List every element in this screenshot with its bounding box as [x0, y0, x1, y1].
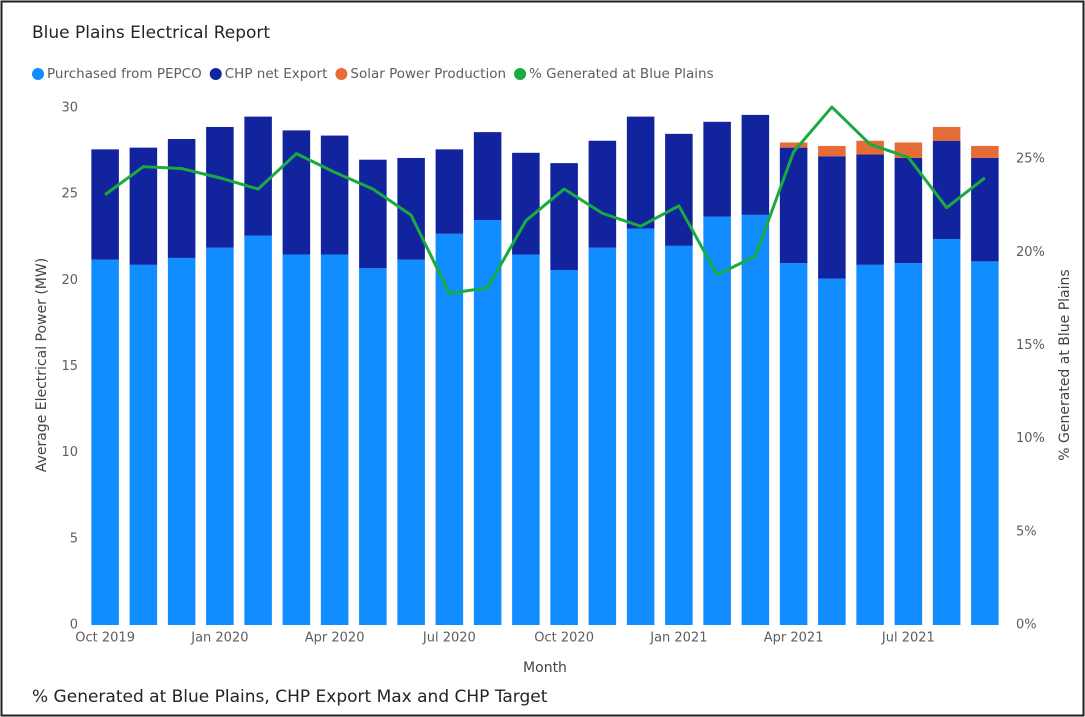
bar-segment — [550, 163, 578, 270]
bar-segment — [91, 149, 119, 260]
bar-segment — [741, 114, 770, 215]
x-tick-label: Oct 2019 — [75, 631, 135, 646]
bar-segment — [818, 278, 846, 625]
bar-segment — [550, 269, 578, 625]
bar-segment — [244, 116, 272, 236]
bar-segment — [626, 116, 655, 229]
next-visual-title: % Generated at Blue Plains, CHP Export M… — [32, 687, 548, 707]
y-tick-label: 20 — [61, 273, 78, 288]
bar-segment — [588, 140, 617, 248]
bar-segment — [856, 154, 884, 265]
bar-segment — [320, 135, 349, 255]
bar-segment — [626, 228, 655, 625]
bar-segment — [206, 126, 234, 248]
bar-segment — [894, 263, 923, 625]
bar-segment — [206, 247, 234, 625]
y2-tick-label: 15% — [1016, 338, 1045, 353]
bar-segment — [779, 263, 808, 625]
bar-segment — [473, 220, 502, 625]
bar-segment — [397, 259, 425, 625]
x-axis-title: Month — [523, 660, 567, 676]
y-tick-label: 15 — [61, 359, 78, 374]
bar-segment — [359, 268, 387, 625]
bar-segment — [167, 139, 196, 258]
bar-segment — [818, 145, 846, 157]
bar-segment — [971, 145, 999, 158]
bar-segment — [435, 233, 464, 625]
bar-segment — [932, 140, 961, 239]
bar-segment — [435, 149, 464, 234]
y-tick-label: 30 — [61, 101, 78, 116]
bar-segment — [818, 156, 846, 279]
y2-axis-title: % Generated at Blue Plains — [1057, 269, 1073, 460]
legend-marker — [209, 68, 222, 80]
bar-segment — [856, 140, 884, 155]
bar-segment — [665, 245, 693, 625]
bar-segment — [244, 235, 272, 625]
x-tick-label: Jan 2020 — [190, 631, 248, 646]
bar-segment — [971, 261, 999, 625]
x-tick-label: Oct 2020 — [534, 631, 594, 646]
bar-segment — [320, 254, 349, 625]
bar-segment — [167, 257, 196, 625]
legend-label: Purchased from PEPCO — [47, 66, 202, 82]
y-tick-label: 5 — [70, 531, 78, 546]
y2-tick-label: 5% — [1016, 524, 1037, 539]
y-tick-label: 0 — [70, 618, 78, 633]
bar-segment — [971, 157, 999, 262]
bar-segment — [703, 216, 731, 625]
x-tick-label: Jul 2020 — [422, 631, 476, 646]
bar-segment — [894, 157, 923, 264]
y2-tick-label: 0% — [1016, 618, 1037, 633]
legend-label: Solar Power Production — [350, 66, 506, 82]
bar-segment — [856, 264, 884, 625]
legend-label: CHP net Export — [225, 66, 328, 82]
bar-segment — [741, 214, 770, 625]
y-tick-label: 10 — [61, 445, 78, 460]
legend-marker — [514, 68, 527, 80]
bar-segment — [779, 142, 808, 148]
y2-tick-label: 20% — [1016, 245, 1045, 260]
bar-segment — [473, 132, 502, 221]
bar-segment — [512, 254, 540, 625]
bar-segment — [359, 159, 387, 269]
legend-label: % Generated at Blue Plains — [529, 66, 714, 82]
x-tick-label: Jul 2021 — [881, 631, 935, 646]
bar-segment — [129, 264, 158, 625]
line — [104, 105, 986, 295]
x-tick-label: Apr 2020 — [305, 631, 365, 646]
bar-segment — [282, 130, 311, 255]
bar-segment — [932, 126, 961, 141]
y2-tick-label: 25% — [1016, 152, 1045, 167]
bar-segment — [932, 238, 961, 625]
bar-segment — [703, 121, 731, 217]
bar-segment — [91, 259, 119, 625]
y-tick-label: 25 — [61, 187, 78, 202]
y-axis-title: Average Electrical Power (MW) — [34, 258, 50, 472]
legend-marker — [32, 68, 44, 80]
x-tick-label: Apr 2021 — [764, 631, 824, 646]
bar-segment — [588, 247, 617, 625]
bar-segment — [779, 147, 808, 264]
x-tick-label: Jan 2021 — [649, 631, 707, 646]
legend-marker — [335, 68, 348, 80]
bar-segment — [282, 254, 311, 625]
chart-title: Blue Plains Electrical Report — [32, 23, 270, 43]
y2-tick-label: 10% — [1016, 431, 1045, 446]
bar-segment — [665, 133, 693, 246]
